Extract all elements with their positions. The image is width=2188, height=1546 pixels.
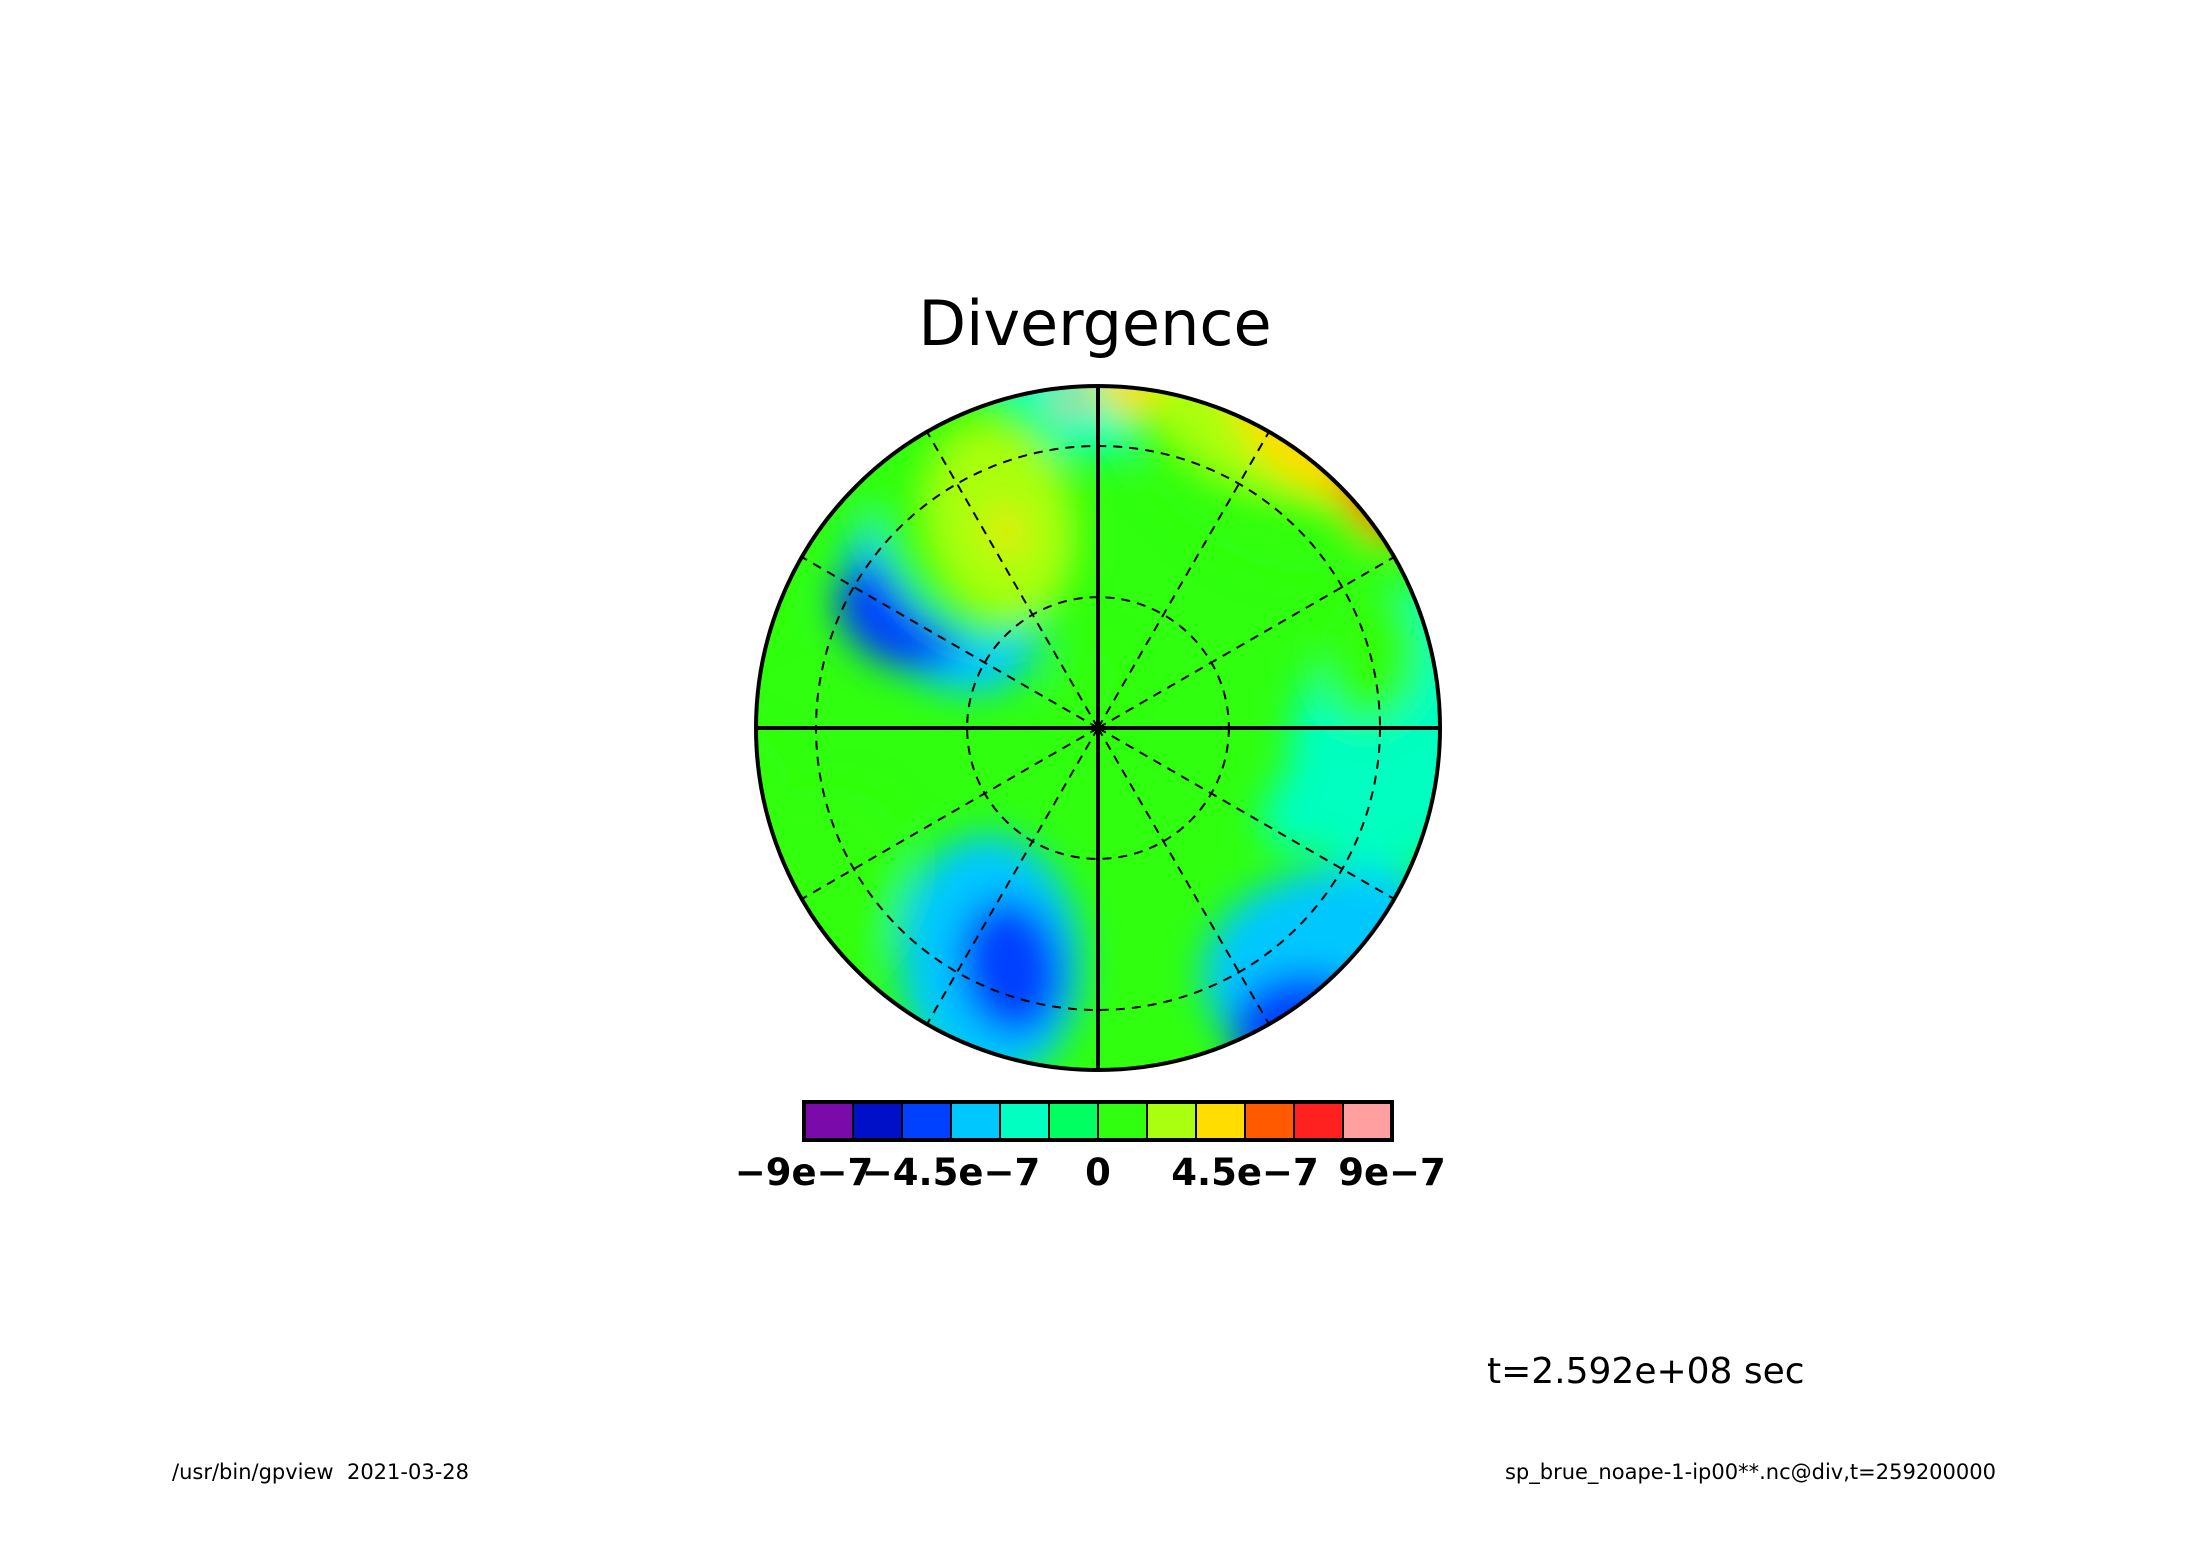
colorbar-bin-9: [1244, 1101, 1295, 1141]
meridian-60: [1097, 556, 1395, 729]
colorbar-bin-10: [1293, 1101, 1344, 1141]
colorbar-bin-1: [852, 1101, 903, 1141]
colorbar-tick-label-4: 9e−7: [1338, 1151, 1446, 1194]
meridian-210: [926, 727, 1099, 1025]
meridian-330: [926, 431, 1099, 729]
field-region-8: [1335, 1018, 1369, 1044]
meridian-300: [801, 556, 1099, 729]
colorbar-tick-label-3: 4.5e−7: [1171, 1151, 1318, 1194]
colorbar-bin-5: [1048, 1101, 1099, 1141]
meridian-150: [1097, 727, 1270, 1025]
colorbar: −9e−7−4.5e−7 0 4.5e−7 9e−7: [735, 1100, 1446, 1194]
colorbar-bin-0: [803, 1101, 854, 1141]
colorbar-tick-label-0: −9e−7: [735, 1151, 874, 1194]
colorbar-bin-2: [901, 1101, 952, 1141]
colorbar-frame: [802, 1100, 1394, 1142]
colorbar-bin-11: [1342, 1101, 1393, 1141]
field-region-26: [1056, 645, 1118, 729]
field-region-25: [1261, 759, 1363, 853]
colorbar-bin-6: [1097, 1101, 1148, 1141]
map-grid: [756, 386, 1440, 1070]
meridian-240: [801, 727, 1099, 900]
colorbar-tick-label-1: −4.5e−7: [862, 1151, 1040, 1194]
colorbar-bin-7: [1146, 1101, 1197, 1141]
map-border: [754, 384, 1442, 1072]
field-region-9: [1386, 1043, 1420, 1068]
divergence-field: [756, 386, 1440, 1070]
colorbar-bin-3: [950, 1101, 1001, 1141]
field-region-22: [756, 865, 764, 937]
polar-map: [754, 384, 1442, 1072]
field-region-18: [1058, 386, 1080, 414]
meridian-120: [1097, 727, 1395, 900]
colorbar-tick-label-2: 0: [1085, 1151, 1111, 1194]
footer-right: sp_brue_noape-1-ip00**.nc@div,t=25920000…: [1505, 1460, 1996, 1485]
chart-title: Divergence: [918, 287, 1271, 360]
footer-left: /usr/bin/gpview 2021-03-28: [172, 1460, 469, 1484]
meridian-30: [1097, 431, 1270, 729]
colorbar-bin-8: [1195, 1101, 1246, 1141]
field-region-19: [990, 510, 1022, 552]
field-region-6: [959, 898, 1063, 1036]
colorbar-bin-4: [999, 1101, 1050, 1141]
time-label: t=2.592e+08 sec: [1487, 1351, 1805, 1392]
